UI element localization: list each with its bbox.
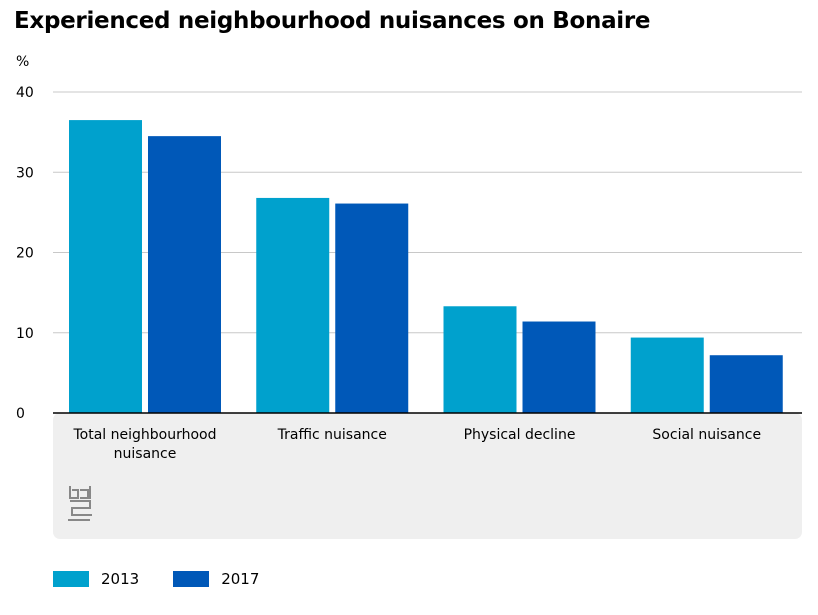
bar-2017 [148,136,221,413]
x-category-label: Physical decline [464,427,576,443]
category-band [53,413,802,539]
bar-2017 [335,203,409,413]
legend: 2013 2017 [53,570,259,588]
y-tick-label: 20 [16,246,34,262]
legend-label-2017: 2017 [221,570,260,588]
y-axis-label: % [16,54,29,70]
y-tick-label: 0 [16,406,25,422]
bar-2017 [522,321,596,413]
bar-2013 [256,197,330,413]
legend-item-2013: 2013 [53,570,139,588]
legend-item-2017: 2017 [173,570,259,588]
bar-2013 [69,120,142,414]
legend-swatch-2013 [53,571,89,587]
y-tick-label: 10 [16,326,34,342]
y-tick-label: 40 [16,85,34,101]
y-tick-label: 30 [16,165,34,181]
x-category-label: Traffic nuisance [277,427,387,443]
bar-2017 [709,355,783,413]
legend-label-2013: 2013 [101,570,140,588]
x-category-label: Total neighbourhood nuisance [72,427,216,462]
bar-2013 [630,337,704,413]
y-axis: 0 10 20 30 40 [16,85,34,422]
bars [69,120,783,414]
cbs-logo-icon [68,486,92,521]
x-category-label: Social nuisance [652,427,761,443]
legend-swatch-2017 [173,571,210,587]
x-axis-categories: Total neighbourhood nuisance Traffic nuisa… [72,427,761,462]
bar-2013 [443,306,517,413]
chart-title: Experienced neighbourhood nuisances on B… [14,8,651,34]
